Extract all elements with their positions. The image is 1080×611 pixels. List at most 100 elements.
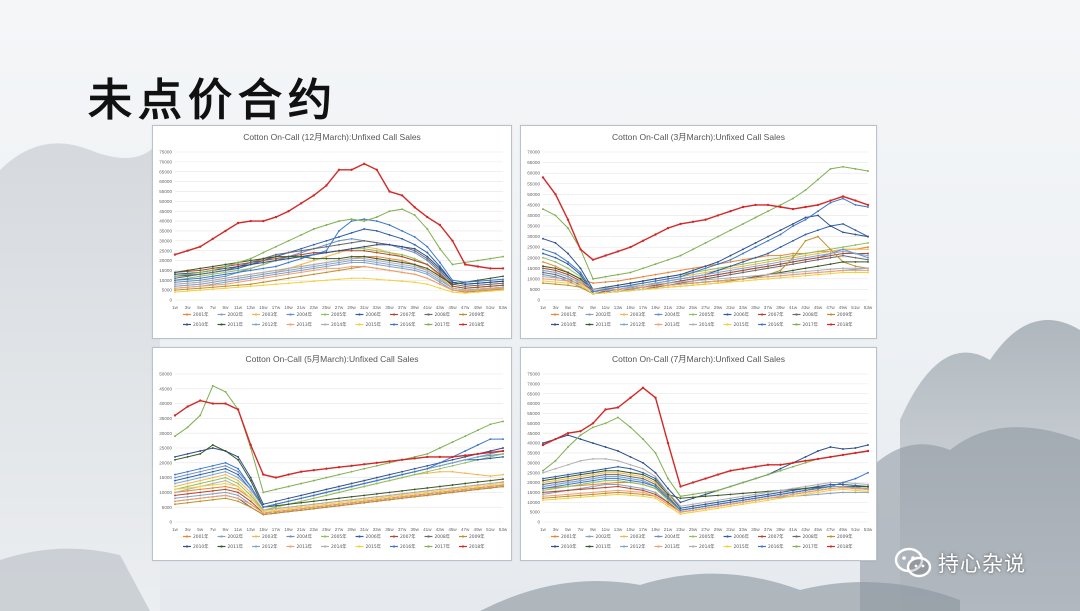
data-point [438, 461, 441, 464]
data-point [388, 190, 391, 193]
x-tick-label: 45w [814, 527, 823, 532]
data-point [426, 452, 429, 455]
data-point [654, 263, 657, 266]
data-point [300, 247, 303, 250]
data-point [554, 490, 557, 493]
y-tick-label: 30000 [527, 460, 540, 465]
data-point [502, 282, 504, 285]
data-point [554, 267, 557, 270]
y-tick-label: 5000 [162, 288, 173, 293]
data-point [325, 476, 328, 479]
x-tick-label: 7w [578, 527, 585, 532]
x-tick-label: 15w [259, 527, 268, 532]
legend-label: 2015年 [366, 321, 382, 328]
x-tick-label: 13w [246, 305, 255, 310]
data-point [464, 489, 467, 492]
legend-label: 2014年 [699, 321, 715, 328]
data-point [249, 494, 252, 497]
data-point [174, 485, 176, 488]
y-tick-label: 35000 [527, 224, 540, 229]
data-point [792, 491, 794, 494]
data-point [654, 287, 657, 290]
data-point [451, 488, 454, 491]
data-point [300, 249, 303, 252]
data-point [742, 258, 744, 261]
data-point [375, 461, 378, 464]
data-point [629, 245, 632, 249]
data-point [629, 284, 632, 287]
data-point [502, 455, 504, 458]
y-tick-label: 5000 [530, 510, 541, 515]
data-point [679, 509, 682, 512]
data-point [464, 482, 467, 485]
data-point [804, 270, 807, 273]
series-line [542, 476, 869, 511]
data-point [350, 249, 353, 252]
data-point [629, 481, 632, 484]
data-point [262, 503, 265, 506]
data-point [476, 452, 479, 456]
y-tick-label: 60000 [527, 401, 540, 406]
legend-marker [588, 545, 591, 548]
data-point [792, 239, 794, 242]
chart-title: Cotton On-Call (3月March):Unfixed Call Sa… [612, 132, 785, 142]
data-point [199, 285, 202, 288]
data-point [237, 473, 240, 476]
data-point [489, 290, 492, 293]
y-tick-label: 70000 [527, 150, 540, 155]
data-point [867, 260, 869, 263]
data-point [592, 481, 594, 484]
data-point [451, 489, 454, 492]
data-point [754, 276, 757, 279]
data-point [400, 458, 404, 461]
data-point [654, 493, 657, 496]
data-point [249, 500, 252, 503]
data-point [401, 489, 404, 492]
data-point [604, 475, 607, 478]
data-point [629, 487, 632, 490]
data-point [604, 281, 607, 283]
data-point [742, 503, 744, 506]
legend-label: 2005年 [699, 533, 715, 540]
legend-marker [392, 545, 396, 548]
data-point [388, 491, 391, 494]
data-point [502, 286, 504, 289]
data-point [554, 459, 557, 462]
data-point [325, 267, 328, 270]
data-point [249, 488, 252, 491]
data-point [426, 269, 429, 272]
data-point [262, 284, 265, 287]
data-point [388, 210, 391, 213]
data-point [729, 503, 732, 506]
legend-marker [553, 535, 557, 538]
data-point [211, 498, 214, 501]
data-point [666, 226, 670, 230]
data-point [767, 495, 769, 498]
data-point [804, 233, 807, 236]
x-tick-label: 33w [373, 527, 382, 532]
data-point [829, 167, 832, 170]
data-point [854, 203, 857, 206]
data-point [199, 269, 202, 272]
x-tick-label: 49w [474, 305, 483, 310]
x-tick-label: 23w [310, 527, 319, 532]
data-point [567, 267, 569, 270]
data-point [842, 246, 844, 249]
x-tick-label: 11w [234, 305, 243, 310]
data-point [489, 451, 492, 454]
data-point [174, 491, 176, 494]
data-point [679, 281, 682, 283]
data-point [363, 463, 366, 466]
data-point [867, 271, 869, 274]
data-point [592, 471, 594, 474]
data-point [604, 469, 607, 472]
data-point [274, 279, 277, 282]
data-point [729, 273, 732, 276]
data-point [704, 507, 707, 510]
data-point [249, 506, 252, 509]
data-point [224, 488, 227, 491]
data-point [464, 458, 467, 461]
data-point [579, 479, 582, 482]
x-tick-label: 43w [801, 527, 810, 532]
data-point [542, 481, 544, 484]
